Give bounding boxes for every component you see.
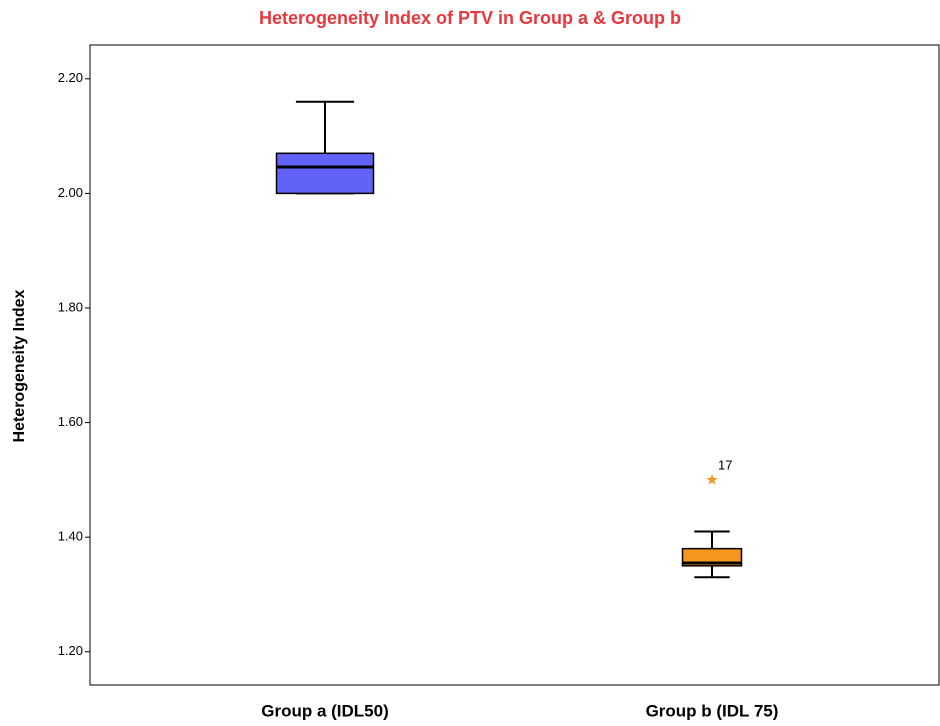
- outlier: [706, 473, 718, 485]
- y-tick-label: 2.00: [58, 185, 83, 200]
- y-tick-label: 1.60: [58, 414, 83, 429]
- y-axis-label: Heterogeneity Index: [11, 289, 28, 442]
- x-tick-label: Group b (IDL 75): [646, 701, 779, 720]
- y-tick-label: 2.20: [58, 70, 83, 85]
- y-tick-label: 1.40: [58, 529, 83, 544]
- outlier-label: 17: [718, 457, 732, 472]
- chart-title: Heterogeneity Index of PTV in Group a & …: [259, 8, 681, 28]
- y-tick-label: 1.80: [58, 299, 83, 314]
- plot-frame: [89, 44, 940, 686]
- box: [275, 152, 375, 195]
- x-tick-label: Group a (IDL50): [261, 701, 389, 720]
- y-tick-label: 1.20: [58, 643, 83, 658]
